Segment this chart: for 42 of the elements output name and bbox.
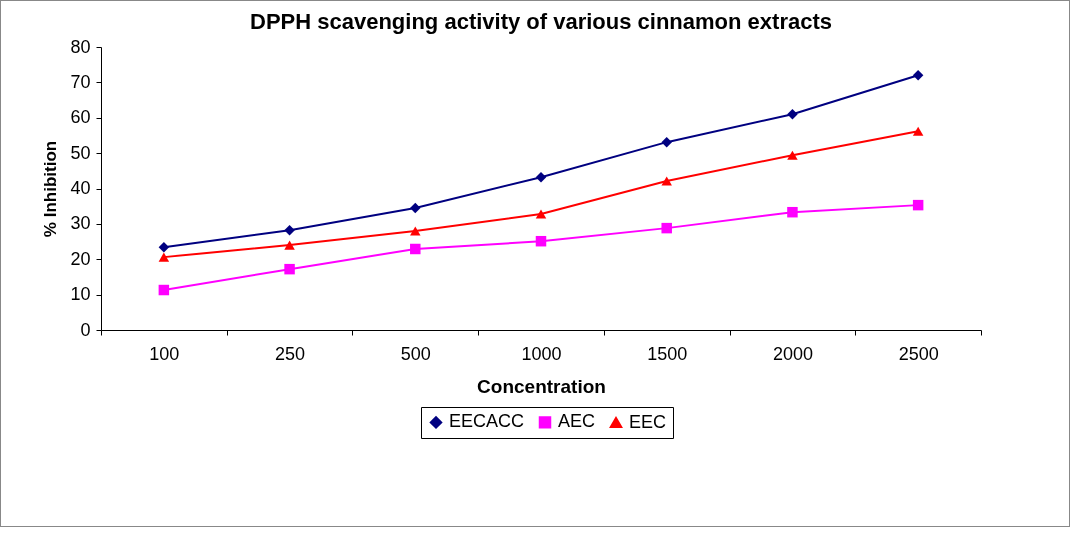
point xyxy=(410,243,421,255)
legend-label: EECACC xyxy=(449,411,525,432)
y-axis-title: % Inhibition xyxy=(41,140,61,238)
legend-label: AEC xyxy=(558,411,596,432)
x-tick-label: 2500 xyxy=(898,343,939,364)
point xyxy=(661,176,672,186)
y-tick-label: 40 xyxy=(70,178,91,198)
x-tick-label: 1500 xyxy=(647,343,688,364)
point xyxy=(787,206,798,218)
point xyxy=(158,284,170,296)
y-tick-label: 70 xyxy=(70,71,91,92)
point xyxy=(912,126,924,136)
point xyxy=(787,150,798,160)
point xyxy=(158,241,170,253)
point xyxy=(787,108,798,120)
y-tick-label: 30 xyxy=(70,213,91,234)
chart-title: DPPH scavenging activity of various cinnamon extracts xyxy=(250,9,832,34)
point xyxy=(912,70,924,81)
point xyxy=(535,171,547,183)
point xyxy=(284,263,295,275)
x-tick-label: 2000 xyxy=(772,343,813,364)
point xyxy=(535,209,547,219)
legend-label: EEC xyxy=(629,411,667,432)
y-tick-label: 20 xyxy=(70,248,91,269)
point xyxy=(284,225,295,236)
x-tick-label: 250 xyxy=(275,343,306,364)
y-tick-label: 0 xyxy=(80,319,91,340)
y-tick-label: 60 xyxy=(70,107,91,128)
x-axis-title: Concentration xyxy=(477,375,606,397)
y-tick-label: 80 xyxy=(70,36,91,57)
point xyxy=(410,202,421,214)
point xyxy=(535,235,547,247)
x-tick-label: 1000 xyxy=(521,343,562,364)
y-tick-label: 10 xyxy=(70,284,91,305)
point xyxy=(912,199,924,211)
point xyxy=(661,136,672,148)
x-tick-label: 100 xyxy=(149,343,180,364)
point xyxy=(661,222,672,234)
x-tick-label: 500 xyxy=(400,343,431,364)
y-tick-label: 50 xyxy=(70,142,91,163)
point xyxy=(284,240,295,250)
point xyxy=(158,252,170,262)
